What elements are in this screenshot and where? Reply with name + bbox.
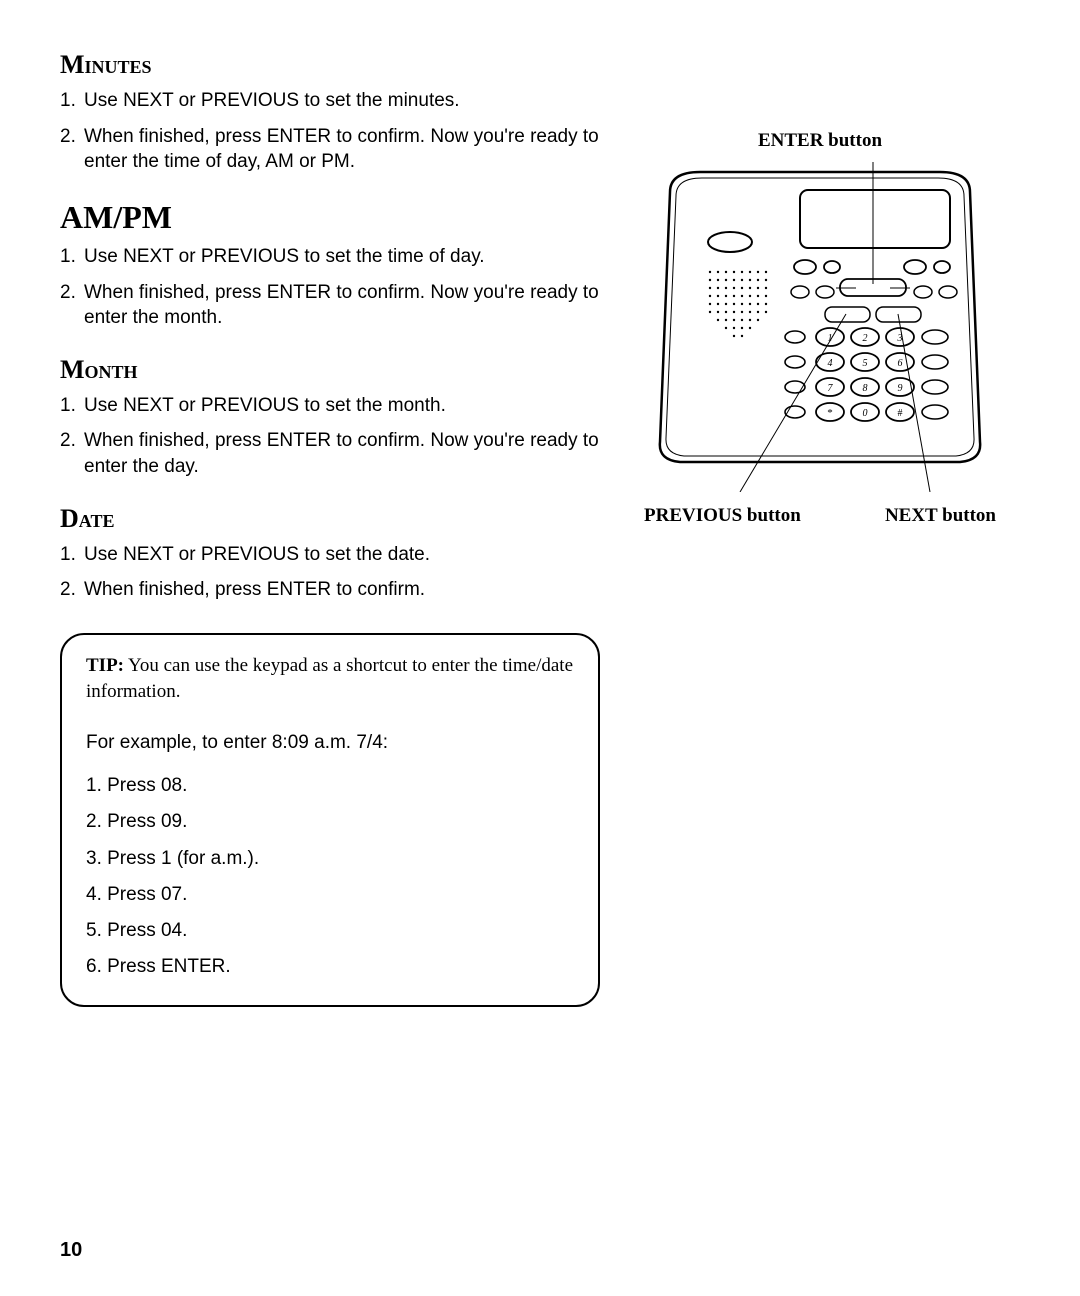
next-button-label: NEXT button	[885, 505, 996, 527]
list-item: 1.Use NEXT or PREVIOUS to set the date.	[60, 542, 600, 568]
steps-ampm: 1.Use NEXT or PREVIOUS to set the time o…	[60, 244, 600, 331]
svg-text:#: #	[898, 408, 903, 419]
heading-month: Month	[60, 355, 600, 385]
list-item: 2. Press 09.	[86, 804, 574, 840]
previous-button-label: PREVIOUS button	[644, 505, 801, 527]
section-ampm: AM/PM 1.Use NEXT or PREVIOUS to set the …	[60, 199, 600, 331]
left-column: Minutes 1.Use NEXT or PREVIOUS to set th…	[60, 50, 600, 1007]
tip-intro: TIP: You can use the keypad as a shortcu…	[86, 653, 574, 704]
heading-ampm: AM/PM	[60, 199, 600, 236]
heading-date: Date	[60, 504, 600, 534]
right-column: ENTER button	[620, 50, 1020, 1007]
enter-button-label: ENTER button	[640, 130, 1000, 152]
svg-text:0: 0	[863, 408, 868, 419]
phone-diagram: ENTER button	[640, 130, 1000, 527]
section-date: Date 1.Use NEXT or PREVIOUS to set the d…	[60, 504, 600, 603]
list-item: 6. Press ENTER.	[86, 949, 574, 985]
svg-text:*: *	[827, 407, 833, 419]
svg-text:5: 5	[863, 358, 868, 369]
svg-text:6: 6	[898, 358, 903, 369]
page-content: Minutes 1.Use NEXT or PREVIOUS to set th…	[60, 50, 1020, 1007]
tip-example-label: For example, to enter 8:09 a.m. 7/4:	[86, 732, 574, 754]
svg-text:8: 8	[863, 383, 868, 394]
list-item: 3. Press 1 (for a.m.).	[86, 841, 574, 877]
list-item: 4. Press 07.	[86, 877, 574, 913]
steps-minutes: 1.Use NEXT or PREVIOUS to set the minute…	[60, 88, 600, 175]
section-minutes: Minutes 1.Use NEXT or PREVIOUS to set th…	[60, 50, 600, 175]
list-item: 2.When finished, press ENTER to confirm.…	[60, 124, 600, 175]
section-month: Month 1.Use NEXT or PREVIOUS to set the …	[60, 355, 600, 480]
svg-text:9: 9	[898, 383, 903, 394]
list-item: 1.Use NEXT or PREVIOUS to set the month.	[60, 393, 600, 419]
list-item: 1. Press 08.	[86, 768, 574, 804]
bottom-labels: PREVIOUS button NEXT button	[640, 505, 1000, 527]
list-item: 2.When finished, press ENTER to confirm.	[60, 577, 600, 603]
tip-label: TIP:	[86, 655, 124, 676]
list-item: 2.When finished, press ENTER to confirm.…	[60, 280, 600, 331]
tip-box: TIP: You can use the keypad as a shortcu…	[60, 633, 600, 1007]
steps-date: 1.Use NEXT or PREVIOUS to set the date. …	[60, 542, 600, 603]
phone-illustration: 1 2 3 4 5 6 7 8 9 * 0 #	[640, 162, 1000, 492]
page-number: 10	[60, 1239, 82, 1262]
list-item: 2.When finished, press ENTER to confirm.…	[60, 428, 600, 479]
tip-text: You can use the keypad as a shortcut to …	[86, 655, 573, 702]
list-item: 1.Use NEXT or PREVIOUS to set the time o…	[60, 244, 600, 270]
svg-text:2: 2	[863, 333, 868, 344]
svg-text:4: 4	[828, 358, 833, 369]
list-item: 1.Use NEXT or PREVIOUS to set the minute…	[60, 88, 600, 114]
steps-month: 1.Use NEXT or PREVIOUS to set the month.…	[60, 393, 600, 480]
tip-steps: 1. Press 08. 2. Press 09. 3. Press 1 (fo…	[86, 768, 574, 985]
list-item: 5. Press 04.	[86, 913, 574, 949]
heading-minutes: Minutes	[60, 50, 600, 80]
